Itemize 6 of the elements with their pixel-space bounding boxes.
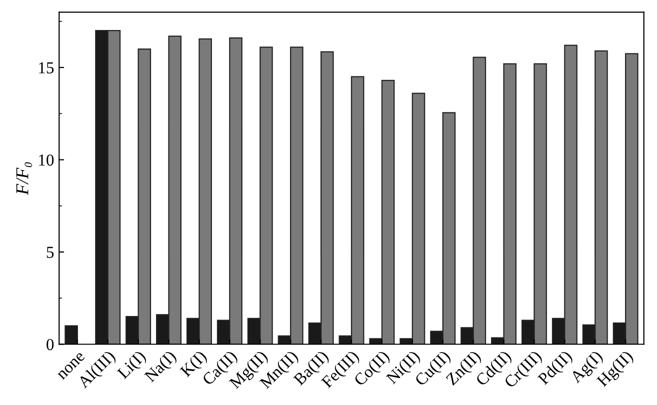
- y-tick-label: 0: [46, 338, 54, 350]
- bar: [64, 325, 78, 344]
- y-tick-label: 5: [46, 246, 54, 258]
- y-axis-title: F/F₀: [16, 162, 32, 195]
- y-tick-label: 15: [39, 62, 54, 74]
- y-tick-label: 10: [39, 154, 54, 166]
